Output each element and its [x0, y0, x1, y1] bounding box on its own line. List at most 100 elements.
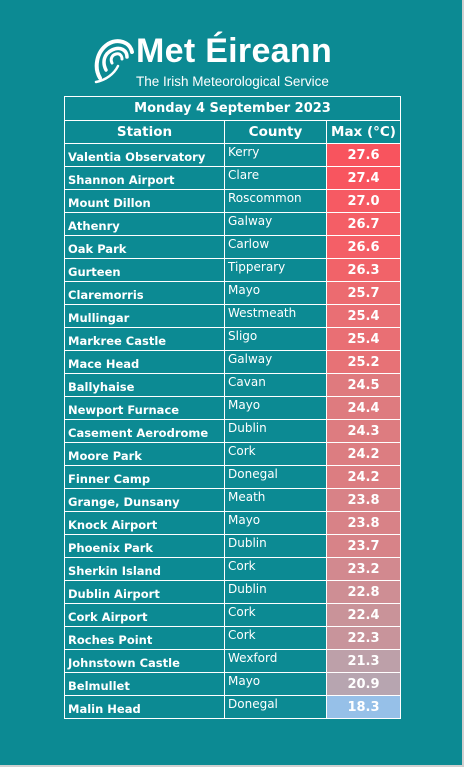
table-row: Dublin Airport Dublin 22.8 — [64, 580, 401, 604]
table-row: Sherkin Island Cork 23.2 — [64, 557, 401, 581]
county-cell: Sligo — [224, 327, 327, 351]
table-row: Claremorris Mayo 25.7 — [64, 281, 401, 305]
table-row: Cork Airport Cork 22.4 — [64, 603, 401, 627]
county-cell: Mayo — [224, 672, 327, 696]
county-cell: Cork — [224, 626, 327, 650]
logo-title: Met Éireann — [136, 32, 333, 70]
station-cell: Phoenix Park — [64, 534, 225, 558]
station-cell: Finner Camp — [64, 465, 225, 489]
table-row: Markree Castle Sligo 25.4 — [64, 327, 401, 351]
table-row: Grange, Dunsany Meath 23.8 — [64, 488, 401, 512]
max-temp-header: Max (°C) — [326, 120, 401, 144]
county-cell: Cork — [224, 603, 327, 627]
max-temp-cell: 25.2 — [326, 350, 401, 374]
max-temp-cell: 21.3 — [326, 649, 401, 673]
table-row: Moore Park Cork 24.2 — [64, 442, 401, 466]
station-cell: Mullingar — [64, 304, 225, 328]
station-cell: Sherkin Island — [64, 557, 225, 581]
county-cell: Westmeath — [224, 304, 327, 328]
table-row: Athenry Galway 26.7 — [64, 212, 401, 236]
table-row: Shannon Airport Clare 27.4 — [64, 166, 401, 190]
table-row: Ballyhaise Cavan 24.5 — [64, 373, 401, 397]
county-header: County — [224, 120, 327, 144]
county-cell: Roscommon — [224, 189, 327, 213]
county-cell: Dublin — [224, 580, 327, 604]
table-row: Mullingar Westmeath 25.4 — [64, 304, 401, 328]
table-row: Johnstown Castle Wexford 21.3 — [64, 649, 401, 673]
station-cell: Athenry — [64, 212, 225, 236]
max-temp-cell: 26.7 — [326, 212, 401, 236]
station-cell: Dublin Airport — [64, 580, 225, 604]
county-cell: Galway — [224, 212, 327, 236]
max-temp-cell: 23.8 — [326, 488, 401, 512]
county-cell: Cork — [224, 442, 327, 466]
table-row: Phoenix Park Dublin 23.7 — [64, 534, 401, 558]
max-temp-cell: 27.0 — [326, 189, 401, 213]
county-cell: Donegal — [224, 465, 327, 489]
station-cell: Mount Dillon — [64, 189, 225, 213]
max-temp-cell: 23.2 — [326, 557, 401, 581]
table-row: Belmullet Mayo 20.9 — [64, 672, 401, 696]
max-temp-cell: 23.8 — [326, 511, 401, 535]
station-cell: Malin Head — [64, 695, 225, 719]
report-date: Monday 4 September 2023 — [64, 96, 401, 121]
county-cell: Cavan — [224, 373, 327, 397]
station-cell: Markree Castle — [64, 327, 225, 351]
station-cell: Gurteen — [64, 258, 225, 282]
county-cell: Mayo — [224, 396, 327, 420]
max-temp-cell: 18.3 — [326, 695, 401, 719]
table-row: Valentia Observatory Kerry 27.6 — [64, 143, 401, 167]
max-temp-cell: 26.3 — [326, 258, 401, 282]
station-cell: Moore Park — [64, 442, 225, 466]
station-cell: Knock Airport — [64, 511, 225, 535]
station-cell: Newport Furnace — [64, 396, 225, 420]
station-cell: Oak Park — [64, 235, 225, 259]
table-row: Malin Head Donegal 18.3 — [64, 695, 401, 719]
table-row: Finner Camp Donegal 24.2 — [64, 465, 401, 489]
station-rows: Valentia Observatory Kerry 27.6 Shannon Air… — [64, 143, 401, 719]
header-row: Station County Max (°C) — [64, 120, 401, 144]
station-cell: Shannon Airport — [64, 166, 225, 190]
station-cell: Mace Head — [64, 350, 225, 374]
county-cell: Mayo — [224, 281, 327, 305]
county-cell: Tipperary — [224, 258, 327, 282]
max-temp-cell: 27.4 — [326, 166, 401, 190]
table-row: Casement Aerodrome Dublin 24.3 — [64, 419, 401, 443]
table-row: Gurteen Tipperary 26.3 — [64, 258, 401, 282]
station-cell: Valentia Observatory — [64, 143, 225, 167]
max-temp-cell: 20.9 — [326, 672, 401, 696]
county-cell: Clare — [224, 166, 327, 190]
table-row: Knock Airport Mayo 23.8 — [64, 511, 401, 535]
max-temp-cell: 24.2 — [326, 465, 401, 489]
max-temp-cell: 24.3 — [326, 419, 401, 443]
station-cell: Claremorris — [64, 281, 225, 305]
met-eireann-swirl-icon — [94, 39, 134, 84]
table-row: Newport Furnace Mayo 24.4 — [64, 396, 401, 420]
county-cell: Mayo — [224, 511, 327, 535]
station-cell: Johnstown Castle — [64, 649, 225, 673]
max-temp-cell: 25.4 — [326, 304, 401, 328]
station-cell: Roches Point — [64, 626, 225, 650]
station-cell: Ballyhaise — [64, 373, 225, 397]
max-temp-cell: 22.4 — [326, 603, 401, 627]
station-cell: Belmullet — [64, 672, 225, 696]
date-row: Monday 4 September 2023 — [64, 96, 401, 121]
max-temp-cell: 24.4 — [326, 396, 401, 420]
max-temp-cell: 25.7 — [326, 281, 401, 305]
county-cell: Dublin — [224, 534, 327, 558]
county-cell: Galway — [224, 350, 327, 374]
county-cell: Carlow — [224, 235, 327, 259]
county-cell: Kerry — [224, 143, 327, 167]
temperature-table: Monday 4 September 2023 Station County M… — [64, 96, 401, 719]
county-cell: Meath — [224, 488, 327, 512]
station-cell: Grange, Dunsany — [64, 488, 225, 512]
table-row: Mount Dillon Roscommon 27.0 — [64, 189, 401, 213]
max-temp-cell: 25.4 — [326, 327, 401, 351]
county-cell: Wexford — [224, 649, 327, 673]
max-temp-cell: 22.3 — [326, 626, 401, 650]
max-temp-cell: 22.8 — [326, 580, 401, 604]
county-cell: Donegal — [224, 695, 327, 719]
max-temp-cell: 26.6 — [326, 235, 401, 259]
table-row: Mace Head Galway 25.2 — [64, 350, 401, 374]
